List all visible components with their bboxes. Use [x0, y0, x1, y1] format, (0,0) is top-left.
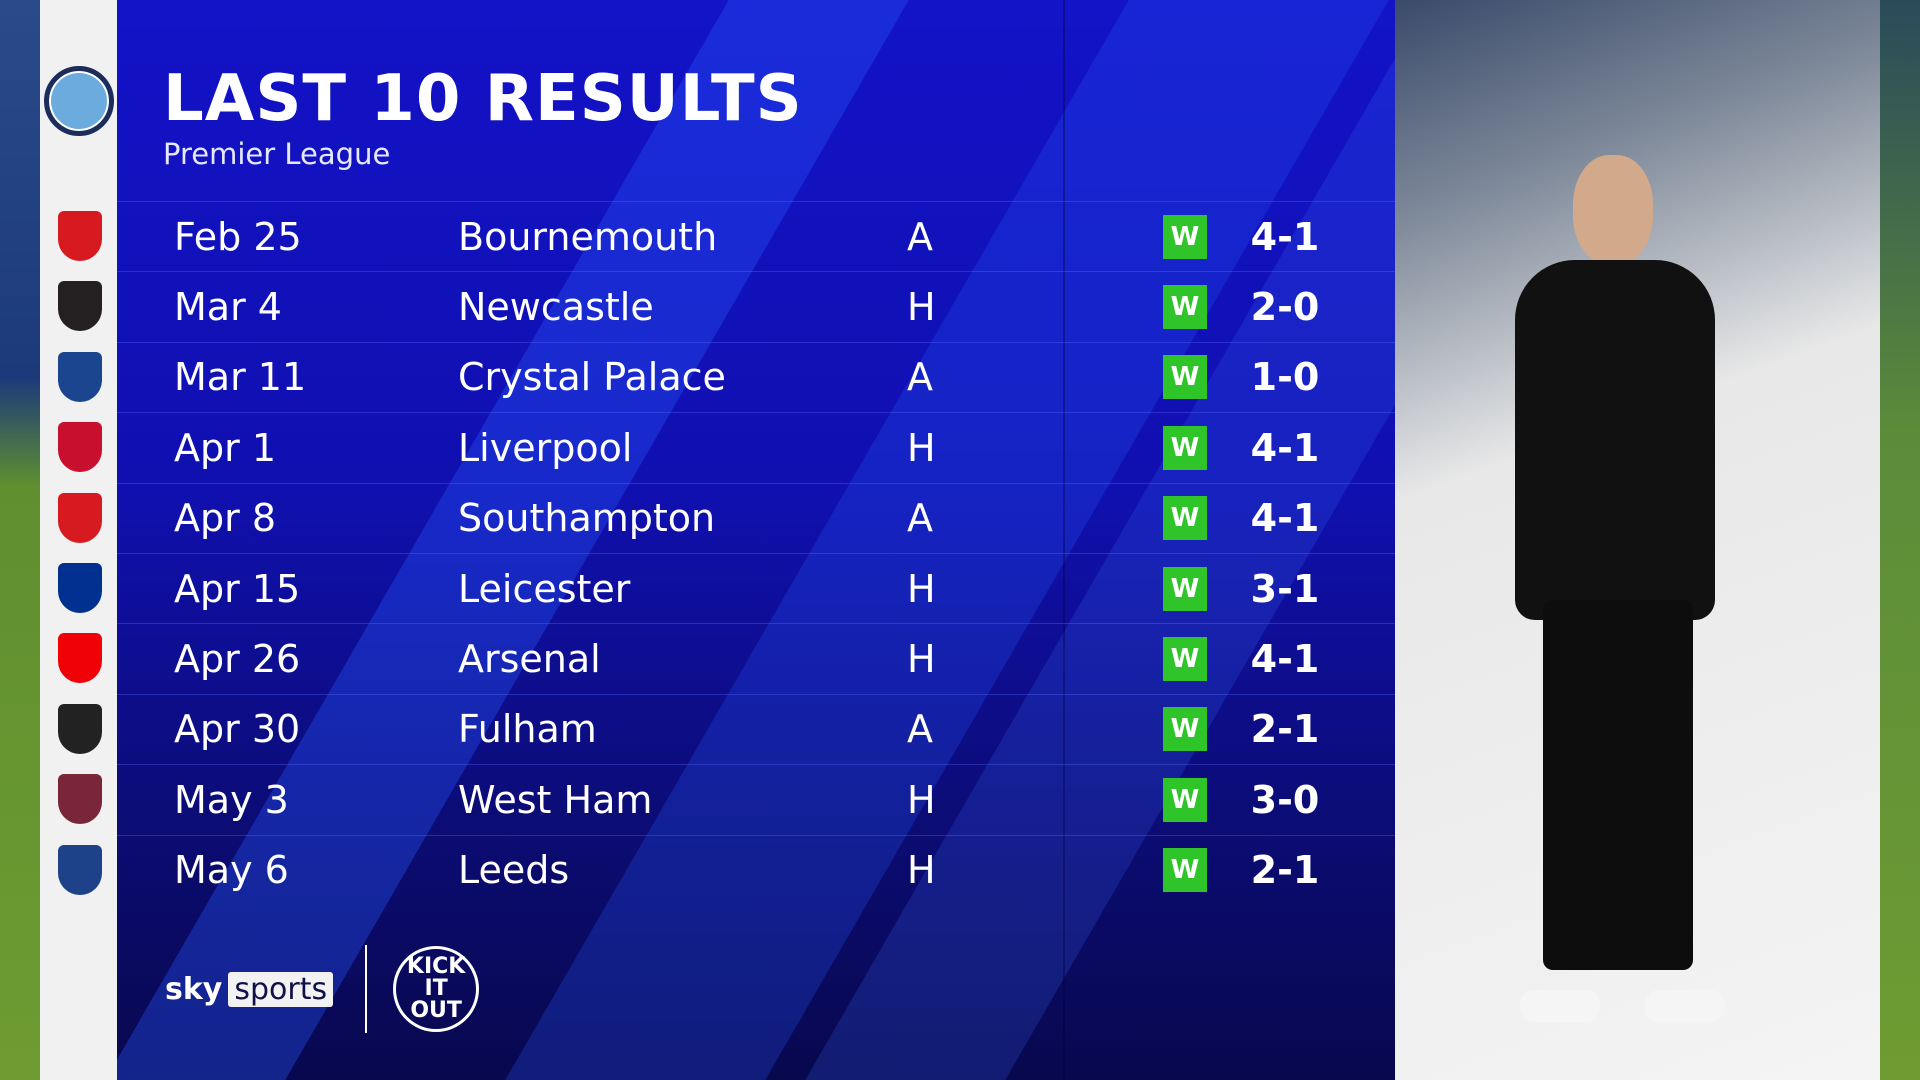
stadium-background-right [1880, 0, 1920, 1080]
match-date: Mar 4 [174, 285, 282, 330]
crystal-palace-crest-icon [58, 351, 102, 402]
shoe [1645, 990, 1725, 1022]
opponent-name: Leicester [458, 566, 631, 611]
sports-logo-text: sports [228, 971, 334, 1007]
match-score: 4-1 [1250, 425, 1320, 470]
opponent-name: Southampton [458, 496, 716, 541]
venue: H [907, 637, 936, 682]
match-score: 2-0 [1250, 285, 1320, 330]
match-date: Feb 25 [174, 214, 302, 259]
liverpool-crest-icon [58, 422, 102, 473]
venue: A [907, 707, 933, 752]
match-date: May 3 [174, 777, 289, 822]
result-badge: W [1163, 777, 1207, 822]
opponent-name: Arsenal [458, 637, 601, 682]
table-row: Mar 11 Crystal Palace A W 1-0 [117, 341, 1395, 412]
venue: H [907, 285, 936, 330]
venue: A [907, 496, 933, 541]
result-badge: W [1163, 707, 1207, 752]
results-panel: LAST 10 RESULTS Premier League Feb 25 Bou… [117, 0, 1395, 1080]
match-date: Apr 15 [174, 566, 301, 611]
result-badge: W [1163, 355, 1207, 400]
footer-divider [365, 945, 368, 1033]
page-title: LAST 10 RESULTS [163, 62, 803, 136]
match-score: 3-0 [1250, 777, 1320, 822]
result-badge: W [1163, 637, 1207, 682]
match-score: 4-1 [1250, 214, 1320, 259]
table-row: May 3 West Ham H W 3-0 [117, 764, 1395, 834]
competition-subtitle: Premier League [163, 137, 391, 171]
match-date: Apr 1 [174, 425, 276, 470]
result-badge: W [1163, 566, 1207, 611]
match-score: 2-1 [1250, 848, 1320, 893]
venue: A [907, 355, 933, 400]
table-row: May 6 Leeds H W 2-1 [117, 834, 1395, 905]
manager-head [1573, 155, 1653, 265]
opponent-name: Fulham [458, 707, 597, 752]
opponent-name: Bournemouth [458, 214, 718, 259]
opponent-name: Liverpool [458, 425, 633, 470]
result-badge: W [1163, 285, 1207, 330]
venue: H [907, 566, 936, 611]
fulham-crest-icon [58, 703, 102, 754]
match-date: Mar 11 [174, 355, 307, 400]
venue: H [907, 848, 936, 893]
west-ham-crest-icon [58, 774, 102, 825]
kick-it-out-text: KICK IT OUT [406, 954, 466, 1023]
table-row: Apr 1 Liverpool H W 4-1 [117, 412, 1395, 482]
opponent-name: Crystal Palace [458, 355, 726, 400]
crest-column [40, 0, 117, 1080]
table-row: Mar 4 Newcastle H W 2-0 [117, 271, 1395, 341]
newcastle-crest-icon [58, 281, 102, 332]
stadium-background-left [0, 0, 40, 1080]
manager-body [1515, 260, 1715, 620]
manager-legs [1543, 600, 1693, 970]
result-badge: W [1163, 496, 1207, 541]
leicester-crest-icon [58, 563, 102, 613]
result-badge: W [1163, 848, 1207, 893]
opponent-name: Newcastle [458, 285, 654, 330]
sky-logo-text: sky [165, 971, 223, 1007]
results-table: Feb 25 Bournemouth A W 4-1 Mar 4 Newcastle H W 2-… [117, 201, 1395, 905]
match-score: 3-1 [1250, 566, 1320, 611]
opponent-name: Leeds [458, 848, 570, 893]
result-badge: W [1163, 425, 1207, 470]
venue: A [907, 214, 933, 259]
manager-photo [1395, 0, 1880, 1080]
southampton-crest-icon [58, 492, 102, 543]
match-date: May 6 [174, 848, 289, 893]
footer-logos: sky sports KICK IT OUT [165, 945, 480, 1033]
match-score: 4-1 [1250, 637, 1320, 682]
manchester-city-crest-icon [44, 66, 114, 136]
table-row: Apr 26 Arsenal H W 4-1 [117, 623, 1395, 693]
venue: H [907, 425, 936, 470]
match-score: 1-0 [1250, 355, 1320, 400]
table-row: Apr 15 Leicester H W 3-1 [117, 552, 1395, 623]
opponent-name: West Ham [458, 777, 653, 822]
table-row: Feb 25 Bournemouth A W 4-1 [117, 201, 1395, 271]
result-badge: W [1163, 214, 1207, 259]
venue: H [907, 777, 936, 822]
match-score: 4-1 [1250, 496, 1320, 541]
table-row: Apr 8 Southampton A W 4-1 [117, 482, 1395, 553]
table-row: Apr 30 Fulham A W 2-1 [117, 693, 1395, 764]
match-date: Apr 26 [174, 637, 301, 682]
shoe [1520, 990, 1600, 1022]
bournemouth-crest-icon [58, 211, 102, 261]
match-score: 2-1 [1250, 707, 1320, 752]
leeds-crest-icon [58, 844, 102, 895]
arsenal-crest-icon [58, 633, 102, 684]
match-date: Apr 30 [174, 707, 301, 752]
kick-it-out-logo: KICK IT OUT [393, 946, 480, 1032]
column-divider [1063, 0, 1065, 1080]
match-date: Apr 8 [174, 496, 276, 541]
